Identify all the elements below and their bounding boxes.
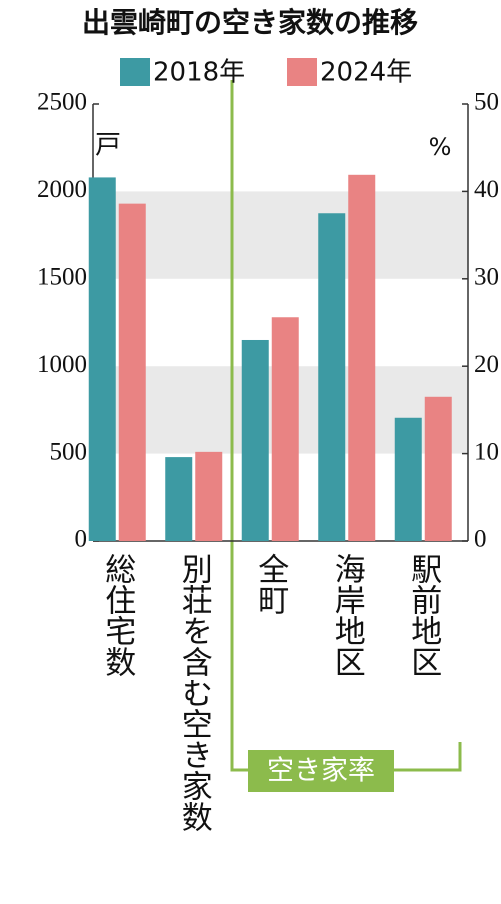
bar — [88, 177, 116, 541]
y-tick-label: 2500 — [37, 89, 87, 116]
y2-tick-label: 10 — [474, 438, 499, 465]
legend-label: 2024年 — [320, 58, 412, 88]
y2-tick-label: 0 — [474, 526, 487, 553]
bar — [118, 203, 146, 542]
bar — [318, 213, 346, 541]
bar — [348, 174, 376, 541]
bar — [165, 457, 193, 541]
x-tick-label: 別荘を含む空き家数 — [176, 553, 212, 832]
rate-label: 空き家率 — [267, 756, 375, 787]
x-tick-label: 海岸地区 — [329, 553, 365, 677]
bar — [271, 317, 299, 541]
y-tick-label: 500 — [50, 438, 88, 465]
y2-axis-unit: % — [429, 133, 452, 161]
legend-label: 2018年 — [153, 58, 245, 88]
bar — [424, 396, 452, 541]
grid-band — [93, 191, 468, 279]
y2-tick-label: 20 — [474, 351, 499, 378]
y2-tick-label: 40 — [474, 176, 499, 203]
legend-swatch — [287, 58, 317, 86]
bar — [195, 451, 223, 541]
y-tick-label: 0 — [75, 526, 88, 553]
y-axis-unit: 戸 — [95, 131, 121, 161]
y2-tick-label: 50 — [474, 89, 499, 116]
rate-label-box — [248, 750, 394, 792]
x-tick-label: 駅前地区 — [405, 553, 442, 677]
x-tick-label: 全町 — [252, 553, 289, 615]
y-tick-label: 2000 — [37, 176, 87, 203]
x-tick-label: 総住宅数 — [99, 553, 135, 677]
y-tick-label: 1000 — [37, 351, 87, 378]
legend-swatch — [120, 58, 150, 86]
bar — [394, 417, 422, 541]
chart-title: 出雲崎町の空き家数の推移 — [82, 6, 418, 39]
y2-tick-label: 30 — [474, 264, 499, 291]
y-tick-label: 1500 — [37, 264, 87, 291]
bar — [241, 339, 269, 541]
